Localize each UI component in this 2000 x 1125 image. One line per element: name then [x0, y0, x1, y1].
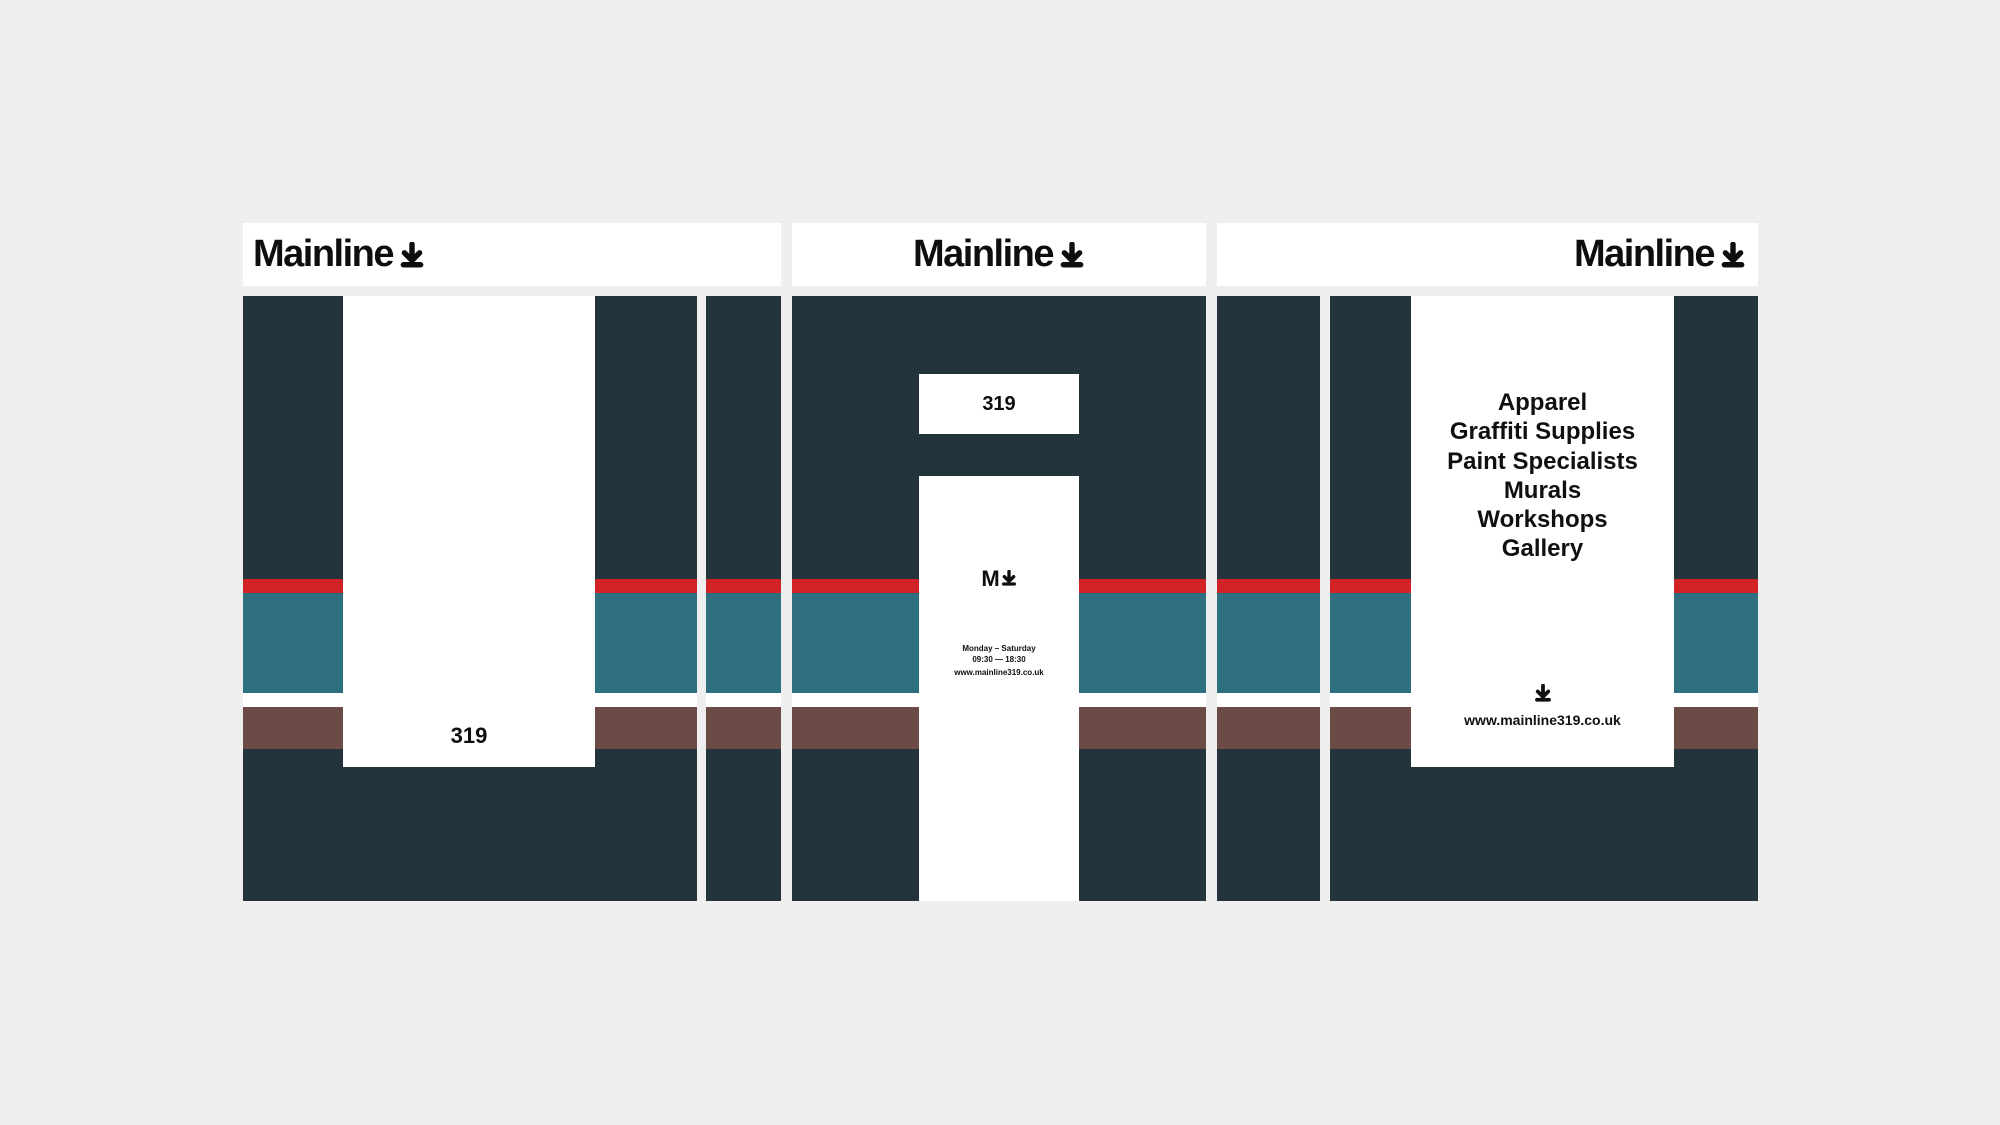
service-item: Workshops [1411, 505, 1674, 534]
door: 319 M Monday – Saturday 09:30 — 18:30 ww… [919, 296, 1079, 901]
storefront-mockup: Mainline Mainline Mainline 319 [243, 223, 1758, 901]
plinth-left [243, 767, 595, 901]
brand-wordmark: Mainline [253, 233, 393, 276]
monogram: M [919, 566, 1079, 592]
street-number: 319 [451, 723, 488, 749]
pilaster [792, 296, 919, 901]
fascia-left: Mainline [243, 223, 781, 286]
arrow-down-icon [1411, 684, 1674, 702]
window-left: 319 [343, 296, 595, 767]
door-glass: M Monday – Saturday 09:30 — 18:30 www.ma… [919, 476, 1079, 901]
service-item: Paint Specialists [1411, 447, 1674, 476]
pilaster [1217, 296, 1320, 901]
arrow-down-icon [1720, 242, 1746, 268]
hours-days: Monday – Saturday [919, 644, 1079, 655]
service-item: Murals [1411, 476, 1674, 505]
door-number-text: 319 [982, 393, 1015, 416]
door-number: 319 [919, 374, 1079, 434]
pilaster [706, 296, 781, 901]
brand-logo: Mainline [913, 233, 1085, 276]
brand-wordmark: Mainline [1574, 233, 1714, 276]
monogram-letter: M [981, 566, 998, 592]
brand-logo: Mainline [1574, 233, 1746, 276]
plinth-right [1411, 767, 1758, 901]
pilaster [1079, 296, 1206, 901]
opening-hours: Monday – Saturday 09:30 — 18:30 [919, 644, 1079, 666]
pilaster [1330, 296, 1411, 901]
window-url: www.mainline319.co.uk [1411, 712, 1674, 728]
service-item: Gallery [1411, 534, 1674, 563]
services-list: Apparel Graffiti Supplies Paint Speciali… [1411, 388, 1674, 564]
transom [919, 434, 1079, 476]
arrow-down-icon [399, 242, 425, 268]
service-item: Apparel [1411, 388, 1674, 417]
hours-times: 09:30 — 18:30 [919, 655, 1079, 666]
brand-wordmark: Mainline [913, 233, 1053, 276]
arrow-down-icon [1001, 566, 1017, 592]
pilaster [595, 296, 697, 901]
brand-logo: Mainline [253, 233, 425, 276]
window-right: Apparel Graffiti Supplies Paint Speciali… [1411, 296, 1674, 767]
fascia-center: Mainline [792, 223, 1206, 286]
fascia-right: Mainline [1217, 223, 1758, 286]
arrow-down-icon [1059, 242, 1085, 268]
transom [919, 296, 1079, 374]
door-url: www.mainline319.co.uk [919, 668, 1079, 677]
service-item: Graffiti Supplies [1411, 417, 1674, 446]
